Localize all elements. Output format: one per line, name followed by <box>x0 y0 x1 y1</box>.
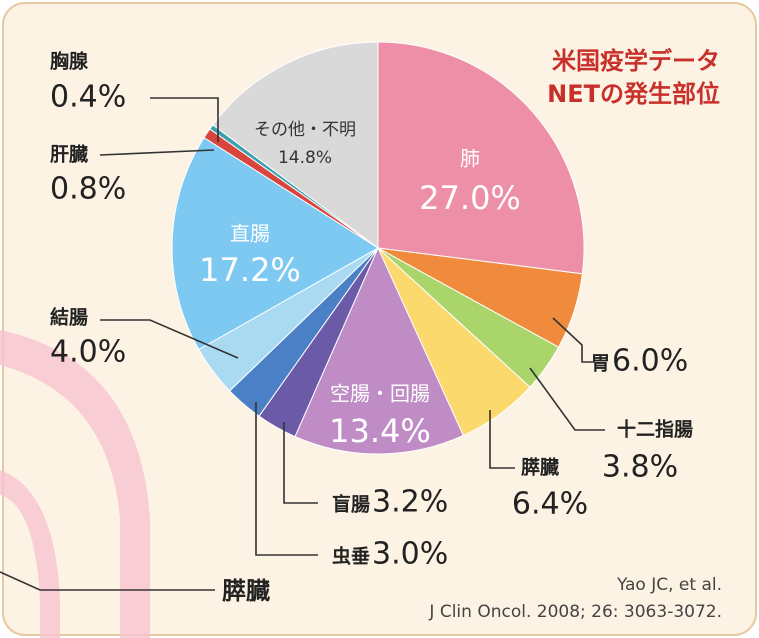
chart-title: 米国疫学データ <box>552 47 720 75</box>
annotation: Yao JC, et al. <box>616 575 722 595</box>
value-label: 3.8% <box>602 450 678 485</box>
value-label: 0.8% <box>50 172 126 207</box>
slice-label: 十二指腸 <box>617 418 693 441</box>
value-label: 3.2% <box>372 485 448 520</box>
slice-label: 胃 <box>591 353 610 375</box>
slice-label: 結腸 <box>50 306 88 329</box>
slice-label: 盲腸 <box>332 493 370 516</box>
annotation: 膵臓 <box>222 577 270 605</box>
value-label: 13.4% <box>329 412 431 450</box>
chart: 米国疫学データ NETの発生部位 膵臓 Yao JC, et al. J Cli… <box>0 0 759 638</box>
value-label: 17.2% <box>199 251 301 289</box>
annotation: J Clin Oncol. 2008; 26: 3063-3072. <box>428 602 722 622</box>
value-label: 6.4% <box>512 487 588 522</box>
value-label: 3.0% <box>372 537 448 572</box>
slice-label: 肝臓 <box>50 144 88 166</box>
slice-label: 虫垂 <box>332 545 370 568</box>
slice-label: 膵臓 <box>521 456 559 479</box>
slice-label: その他・不明 <box>254 120 356 140</box>
value-label: 14.8% <box>278 148 332 168</box>
value-label: 4.0% <box>50 335 126 370</box>
slice-label: 空腸・回腸 <box>330 382 430 406</box>
slice-label: 胸腺 <box>50 50 89 73</box>
slice-label: 直腸 <box>230 222 270 246</box>
slice-label: 肺 <box>460 147 480 171</box>
value-label: 0.4% <box>50 80 126 115</box>
chart-subtitle: NETの発生部位 <box>547 80 720 108</box>
value-label: 6.0% <box>612 344 688 379</box>
value-label: 27.0% <box>419 179 521 217</box>
